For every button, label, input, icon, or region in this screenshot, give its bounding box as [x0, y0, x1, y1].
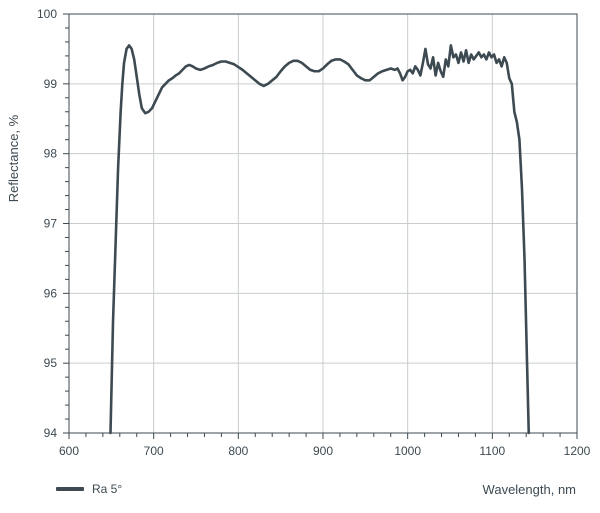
plot-frame: [68, 13, 578, 434]
series-line-ra-5: [109, 44, 531, 435]
legend: Ra 5°: [56, 482, 122, 496]
x-tick-label: 600: [59, 444, 79, 458]
y-tick-label: 97: [44, 217, 58, 231]
y-tick-labels: 94 95 96 97 98 99 100: [37, 7, 57, 440]
minor-ticks: [63, 13, 578, 439]
y-tick-label: 99: [44, 77, 58, 91]
y-tick-label: 94: [44, 426, 58, 440]
x-tick-label: 1100: [479, 444, 505, 458]
x-axis-title: Wavelength, nm: [482, 482, 576, 497]
x-tick-label: 900: [313, 444, 333, 458]
x-tick-label: 1000: [394, 444, 421, 458]
x-tick-label: 800: [228, 444, 248, 458]
y-tick-label: 100: [37, 7, 57, 21]
x-tick-labels: 600 700 800 900 1000 1100 1200: [59, 444, 591, 458]
y-tick-label: 96: [44, 286, 58, 300]
x-tick-label: 700: [144, 444, 164, 458]
y-axis-title: Reflectance, %: [6, 114, 21, 202]
legend-swatch: [56, 487, 84, 491]
grid: [68, 13, 578, 434]
x-tick-label: 1200: [564, 444, 591, 458]
legend-label: Ra 5°: [92, 482, 123, 496]
y-tick-label: 98: [44, 147, 58, 161]
y-tick-label: 95: [44, 356, 58, 370]
